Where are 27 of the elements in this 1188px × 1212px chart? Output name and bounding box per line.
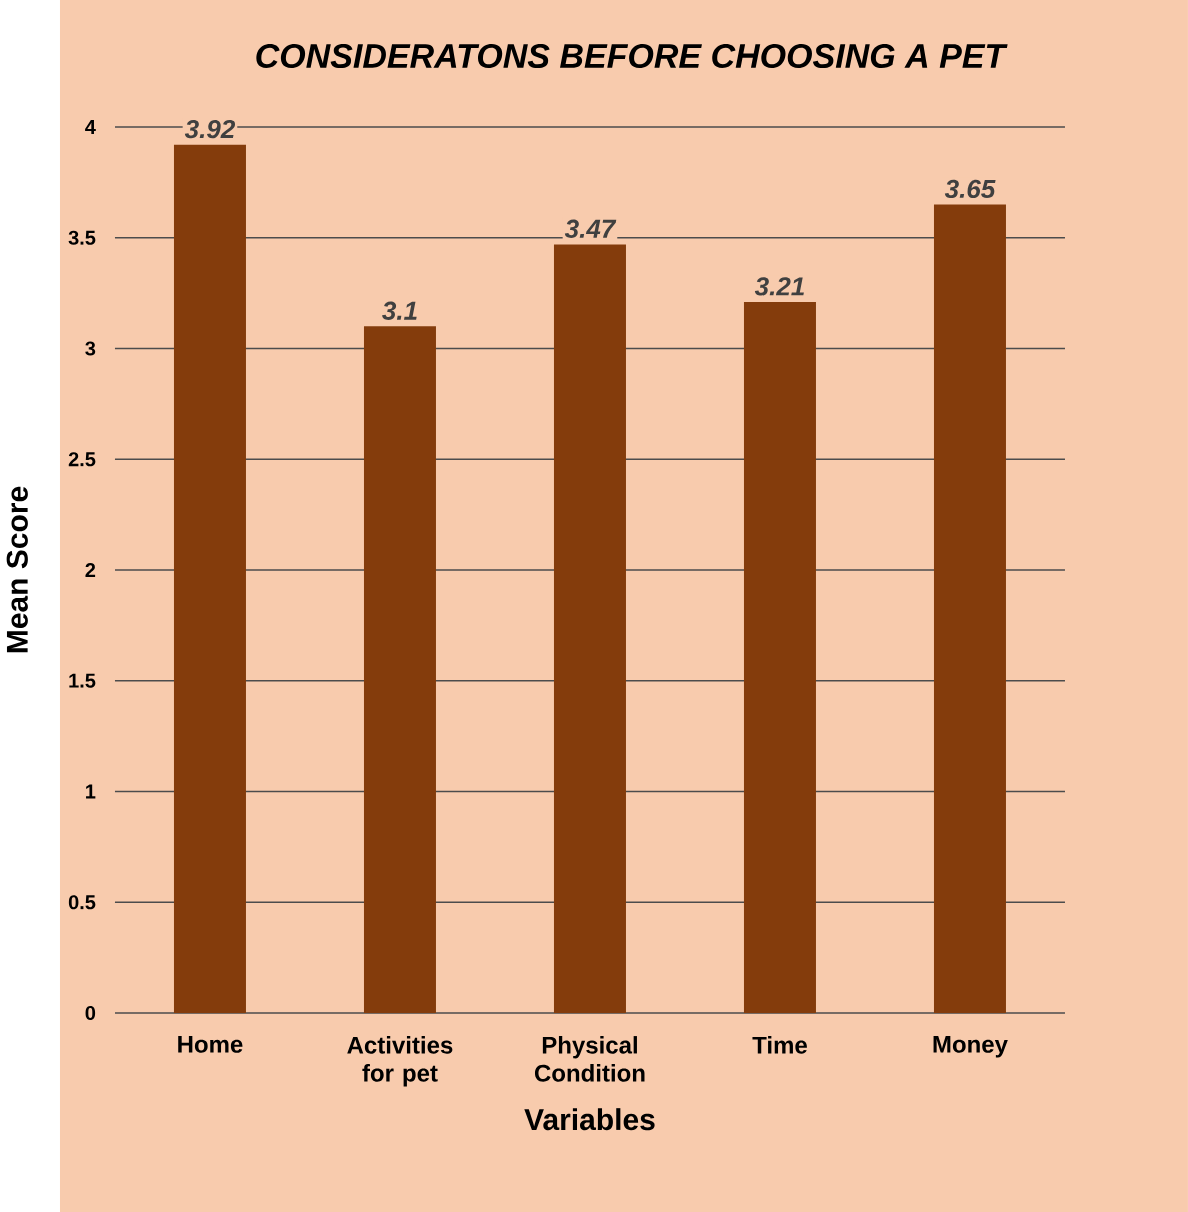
x-axis-title: Variables — [524, 1108, 655, 1131]
x-tick-label: Money — [933, 1036, 1008, 1058]
bar — [933, 204, 1006, 1013]
y-tick-label: 1 — [86, 784, 96, 799]
y-tick-label: 3.5 — [68, 230, 96, 245]
x-tick-label: Time — [752, 1036, 807, 1054]
data-label: 3.47 — [564, 219, 617, 238]
bar — [743, 301, 816, 1013]
data-label: 3.92 — [184, 119, 236, 139]
y-tick-label: 2 — [85, 563, 96, 577]
bar — [553, 244, 626, 1013]
y-tick-label: 1.5 — [69, 673, 96, 688]
y-tick-label: 0.5 — [68, 895, 96, 910]
x-tick-label: Physical Condition — [534, 1036, 645, 1082]
data-label: 3.21 — [754, 277, 804, 296]
chart-title: CONSIDERATONS BEFORE CHOOSING A PET — [256, 43, 1008, 69]
y-tick-label: 0 — [85, 1005, 96, 1021]
x-tick-label: Home — [178, 1036, 243, 1053]
y-tick-label: 3 — [85, 341, 96, 356]
y-tick-label: 4 — [85, 120, 96, 134]
bar — [363, 326, 436, 1013]
y-axis-title: Mean Score — [6, 486, 28, 653]
y-tick-label: 2.5 — [68, 452, 96, 467]
x-tick-label: Activities for pet — [347, 1036, 453, 1087]
bar — [173, 144, 246, 1013]
data-label: 3.1 — [382, 301, 417, 320]
data-label: 3.65 — [944, 179, 996, 199]
